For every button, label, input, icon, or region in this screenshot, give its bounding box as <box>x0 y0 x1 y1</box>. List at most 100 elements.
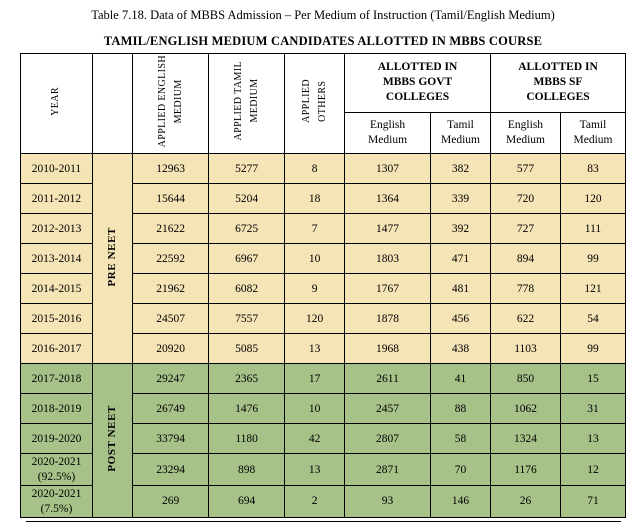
header-govt-english-medium: English Medium <box>344 111 432 155</box>
value-cell: 21962 <box>132 273 210 305</box>
value-cell: 1803 <box>344 243 432 275</box>
value-cell: 1324 <box>490 423 561 455</box>
value-cell: 898 <box>208 453 286 487</box>
value-cell: 15644 <box>132 183 210 215</box>
header-phase-empty <box>91 52 134 155</box>
value-cell: 471 <box>430 243 491 275</box>
phase-label: POST NEET <box>105 405 118 472</box>
value-cell: 1878 <box>344 303 432 335</box>
value-cell: 1307 <box>344 153 432 185</box>
value-cell: 850 <box>490 363 561 395</box>
header-govt-tamil-medium: Tamil Medium <box>430 111 491 155</box>
value-cell: 12 <box>559 453 627 487</box>
year-cell: 2020-2021 (7.5%) <box>20 485 93 518</box>
value-cell: 392 <box>430 213 491 245</box>
value-cell: 720 <box>490 183 561 215</box>
value-cell: 99 <box>559 333 627 365</box>
year-cell: 2019-2020 <box>20 423 93 455</box>
table-row: 2020-2021 (92.5%) 23294 898 13 2871 70 1176 12 <box>20 453 627 487</box>
value-cell: 2 <box>284 485 346 518</box>
header-applied-tamil: APPLIED TAMIL MEDIUM <box>208 52 286 155</box>
table-row: 2019-2020 33794 1180 42 2807 58 1324 13 <box>20 423 627 455</box>
value-cell: 6082 <box>208 273 286 305</box>
phase-cell: PRE NEET <box>91 153 134 365</box>
year-cell: 2011-2012 <box>20 183 93 215</box>
value-cell: 22592 <box>132 243 210 275</box>
value-cell: 5277 <box>208 153 286 185</box>
year-cell: 2018-2019 <box>20 393 93 425</box>
value-cell: 88 <box>430 393 491 425</box>
value-cell: 54 <box>559 303 627 335</box>
value-cell: 6967 <box>208 243 286 275</box>
value-cell: 694 <box>208 485 286 518</box>
value-cell: 71 <box>559 485 627 518</box>
value-cell: 93 <box>344 485 432 518</box>
value-cell: 41 <box>430 363 491 395</box>
page-title: TAMIL/ENGLISH MEDIUM CANDIDATES ALLOTTED… <box>103 34 543 48</box>
value-cell: 120 <box>284 303 346 335</box>
value-cell: 13 <box>284 333 346 365</box>
value-cell: 24507 <box>132 303 210 335</box>
header-sf-colleges-group: ALLOTTED IN MBBS SF COLLEGES <box>490 53 626 113</box>
table-bottom-rule <box>25 520 621 522</box>
year-cell: 2012-2013 <box>20 213 93 245</box>
phase-cell: POST NEET <box>91 363 134 518</box>
value-cell: 1477 <box>344 213 432 245</box>
year-cell: 2014-2015 <box>20 273 93 305</box>
table-row: 2014-2015 21962 6082 9 1767 481 778 121 <box>20 273 627 305</box>
value-cell: 481 <box>430 273 491 305</box>
value-cell: 269 <box>132 485 210 518</box>
value-cell: 7557 <box>208 303 286 335</box>
header-applied-tamil-label: APPLIED TAMIL MEDIUM <box>232 61 260 141</box>
value-cell: 12963 <box>132 153 210 185</box>
year-cell: 2017-2018 <box>20 363 93 395</box>
header-sf-tamil-medium: Tamil Medium <box>559 111 627 155</box>
value-cell: 894 <box>490 243 561 275</box>
table-row: 2016-2017 20920 5085 13 1968 438 1103 99 <box>20 333 627 365</box>
mbbs-admission-table: YEAR APPLIED ENGLISH MEDIUM APPLIED TAMI… <box>20 52 627 518</box>
value-cell: 1103 <box>490 333 561 365</box>
value-cell: 13 <box>559 423 627 455</box>
year-cell: 2013-2014 <box>20 243 93 275</box>
header-year-label: YEAR <box>50 86 62 116</box>
table-caption: Table 7.18. Data of MBBS Admission – Per… <box>91 8 555 22</box>
table-row: 2012-2013 21622 6725 7 1477 392 727 111 <box>20 213 627 245</box>
header-year: YEAR <box>20 52 93 155</box>
value-cell: 577 <box>490 153 561 185</box>
value-cell: 5085 <box>208 333 286 365</box>
value-cell: 1968 <box>344 333 432 365</box>
table-row: 2017-2018 POST NEET 29247 2365 17 2611 41 850 15 <box>20 363 627 518</box>
value-cell: 2807 <box>344 423 432 455</box>
value-cell: 121 <box>559 273 627 305</box>
value-cell: 29247 <box>132 363 210 395</box>
value-cell: 1180 <box>208 423 286 455</box>
value-cell: 26749 <box>132 393 210 425</box>
value-cell: 2611 <box>344 363 432 395</box>
header-row-subcolumns: English Medium Tamil Medium English Medi… <box>21 111 627 155</box>
value-cell: 10 <box>284 393 346 425</box>
year-cell: 2016-2017 <box>20 333 93 365</box>
value-cell: 2365 <box>208 363 286 395</box>
value-cell: 83 <box>559 153 627 185</box>
value-cell: 18 <box>284 183 346 215</box>
value-cell: 1062 <box>490 393 561 425</box>
value-cell: 15 <box>559 363 627 395</box>
value-cell: 339 <box>430 183 491 215</box>
year-cell: 2015-2016 <box>20 303 93 335</box>
value-cell: 438 <box>430 333 491 365</box>
value-cell: 1476 <box>208 393 286 425</box>
value-cell: 26 <box>490 485 561 518</box>
table-row: 2018-2019 26749 1476 10 2457 88 1062 31 <box>20 393 627 425</box>
value-cell: 20920 <box>132 333 210 365</box>
value-cell: 2457 <box>344 393 432 425</box>
header-govt-colleges-group: ALLOTTED IN MBBS GOVT COLLEGES <box>344 53 491 113</box>
header-applied-english: APPLIED ENGLISH MEDIUM <box>132 52 210 155</box>
value-cell: 10 <box>284 243 346 275</box>
value-cell: 727 <box>490 213 561 245</box>
value-cell: 778 <box>490 273 561 305</box>
header-applied-others-label: APPLIED OTHERS <box>300 79 328 124</box>
value-cell: 42 <box>284 423 346 455</box>
table-row: 2010-2011 PRE NEET 12963 5277 8 1307 382 577 83 <box>20 153 627 365</box>
value-cell: 21622 <box>132 213 210 245</box>
